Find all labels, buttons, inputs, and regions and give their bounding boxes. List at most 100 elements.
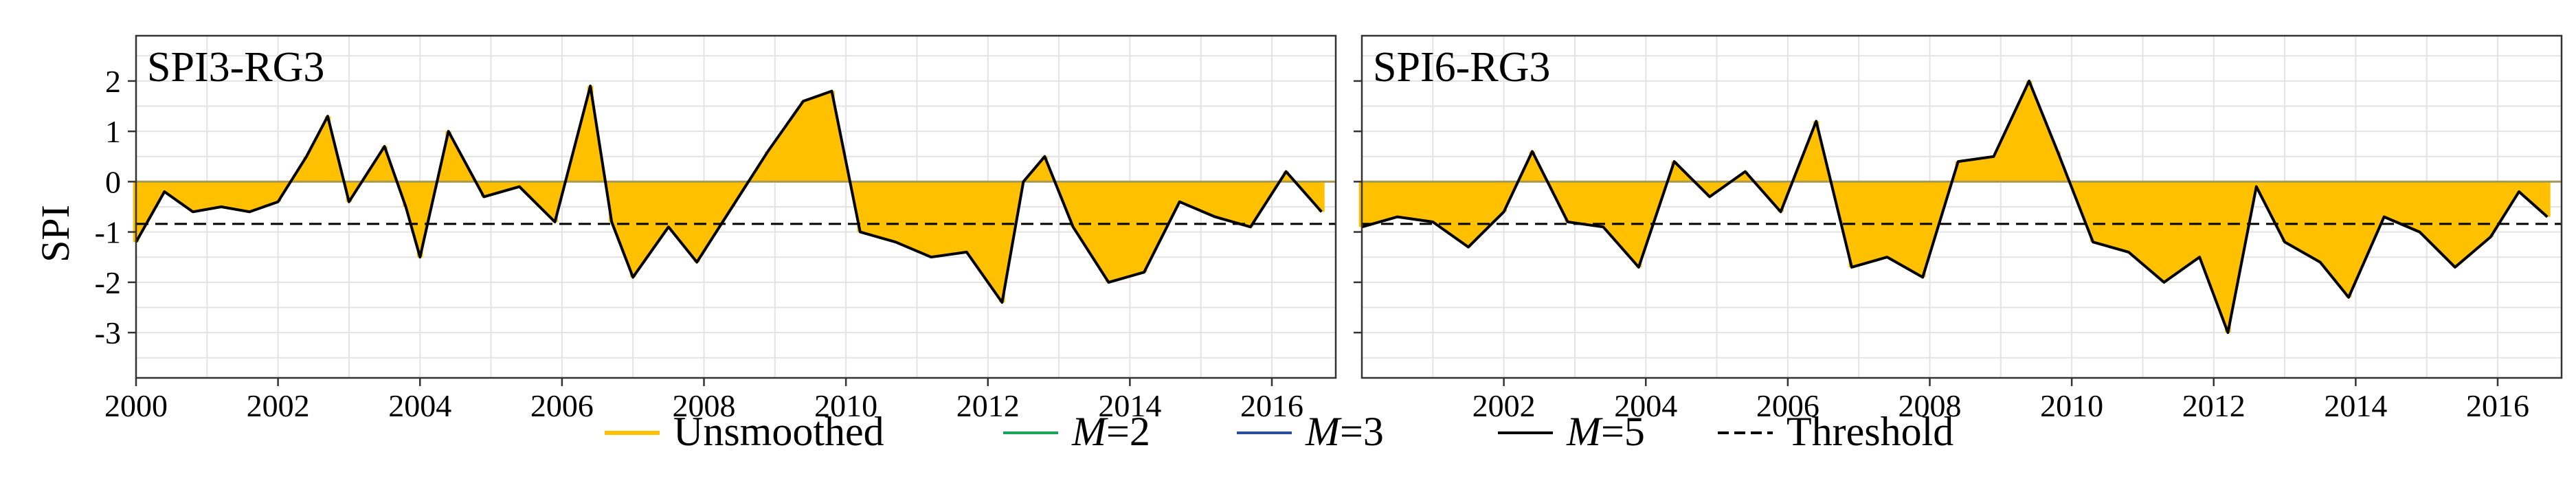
unsmoothed-bar [2161, 181, 2167, 282]
unsmoothed-bar [629, 181, 636, 278]
x-tick-label: 2006 [1756, 388, 1819, 423]
unsmoothed-bar [608, 181, 615, 222]
unsmoothed-bar [800, 101, 807, 182]
y-tick-label: -2 [95, 265, 121, 300]
y-tick-label: -1 [95, 215, 121, 250]
unsmoothed-bar [1706, 181, 1713, 197]
panel-spi6: 2002 2004 2006 2008 2010 2012 2014 2016 SPI6-RG3 [1354, 34, 2563, 423]
unsmoothed-bar [587, 86, 594, 182]
unsmoothed-bar [2417, 181, 2423, 232]
unsmoothed-area [1362, 82, 2548, 331]
unsmoothed-bar [1106, 181, 1112, 282]
panel-title: SPI6-RG3 [1373, 44, 1550, 91]
unsmoothed-bar [480, 181, 487, 197]
unsmoothed-bar [1429, 181, 1436, 222]
unsmoothed-bar [999, 181, 1005, 303]
plot-frame [135, 34, 1337, 379]
x-tick-label: 2000 [104, 388, 168, 423]
unsmoothed-bar [2125, 181, 2132, 252]
unsmoothed-bar [1501, 181, 1507, 212]
unsmoothed-bar [1600, 181, 1606, 227]
x-tick-label: 2010 [814, 388, 877, 423]
unsmoothed-bar [1247, 181, 1254, 227]
x-tick-label: 2008 [673, 388, 736, 423]
plot-frame [1360, 34, 2563, 379]
y-tick-label: 2 [105, 64, 121, 99]
unsmoothed-bar [381, 146, 388, 182]
unsmoothed-bar [729, 181, 736, 207]
unsmoothed-bar [1565, 181, 1571, 222]
x-tick-label: 2012 [2182, 388, 2245, 423]
legend-item-m2: M=2 [1003, 409, 1150, 454]
unsmoothed-bar [1318, 181, 1325, 212]
x-tick-label: 2016 [2466, 388, 2529, 423]
unsmoothed-bar [1884, 181, 1890, 258]
legend-label: Threshold [1787, 409, 1953, 454]
unsmoothed-bar [218, 181, 225, 207]
unsmoothed-bar [928, 181, 934, 258]
legend-label: M=3 [1305, 409, 1384, 454]
unsmoothed-bar [324, 116, 331, 182]
x-tick-label: 2006 [530, 388, 594, 423]
y-tick-label: 0 [105, 164, 121, 199]
unsmoothed-bar [1991, 156, 1997, 182]
x-tick-label: 2002 [1472, 388, 1536, 423]
x-tick-label: 2012 [956, 388, 1020, 423]
unsmoothed-bars [1358, 80, 2551, 333]
x-tick-label: 2014 [2324, 388, 2387, 423]
x-tick-label: 2002 [247, 388, 310, 423]
legend-label: M=5 [1566, 409, 1645, 454]
unsmoothed-bar [2225, 181, 2231, 333]
legend-label: M=2 [1071, 409, 1150, 454]
unsmoothed-bar [1394, 181, 1401, 217]
unsmoothed-area [136, 89, 1322, 302]
unsmoothed-bar [2544, 181, 2551, 217]
x-tick-label: 2016 [1240, 388, 1303, 423]
legend: Unsmoothed M=2 M=3 M=5 Threshold [605, 409, 1953, 454]
series-line-m5 [1361, 79, 2549, 335]
unsmoothed-bar [765, 151, 771, 182]
unsmoothed-bar [1813, 121, 1819, 182]
x-tick-label: 2008 [1899, 388, 1962, 423]
unsmoothed-bar [2345, 181, 2352, 297]
unsmoothed-bar [1955, 161, 1962, 182]
unsmoothed-bar [893, 181, 899, 243]
unsmoothed-bar [2090, 181, 2096, 243]
unsmoothed-bar [1212, 181, 1218, 217]
unsmoothed-bar [1919, 181, 1926, 278]
unsmoothed-bar [963, 181, 970, 252]
unsmoothed-bar [2026, 80, 2032, 182]
unsmoothed-bar [161, 181, 168, 192]
unsmoothed-bar [857, 181, 864, 232]
unsmoothed-bar [1070, 181, 1077, 227]
legend-label: Unsmoothed [673, 409, 884, 454]
y-tick-label: 1 [105, 114, 121, 149]
legend-item-unsmoothed: Unsmoothed [605, 409, 884, 454]
unsmoothed-bar [2281, 181, 2288, 243]
unsmoothed-bar [1742, 171, 1749, 182]
unsmoothed-bar [2253, 181, 2260, 187]
legend-item-m3: M=3 [1237, 409, 1384, 454]
unsmoothed-bar [1671, 161, 1677, 182]
unsmoothed-bar [2516, 181, 2522, 192]
x-tick-label: 2004 [1614, 388, 1677, 423]
x-tick-label: 2014 [1098, 388, 1161, 423]
unsmoothed-bar [1283, 171, 1290, 182]
unsmoothed-bar [2381, 181, 2388, 217]
unsmoothed-bar [552, 181, 558, 222]
x-tick-label: 2004 [388, 388, 451, 423]
unsmoothed-bar [1141, 181, 1147, 273]
unsmoothed-bar [2452, 181, 2459, 267]
unsmoothed-bar [246, 181, 253, 212]
panel-spi3: 2 1 0 -1 -2 -3 2000 2002 2004 2006 2008 2010 2012 201… [95, 34, 1337, 423]
y-tick-label: -3 [95, 315, 121, 350]
unsmoothed-bar [1465, 181, 1472, 247]
unsmoothed-bar [1778, 181, 1784, 212]
unsmoothed-bar [2054, 151, 2061, 182]
unsmoothed-bar [2487, 181, 2494, 237]
unsmoothed-bar [1042, 156, 1048, 182]
legend-item-m5: M=5 [1498, 409, 1645, 454]
unsmoothed-bar [190, 181, 197, 212]
y-axis-title: SPI [33, 205, 78, 262]
